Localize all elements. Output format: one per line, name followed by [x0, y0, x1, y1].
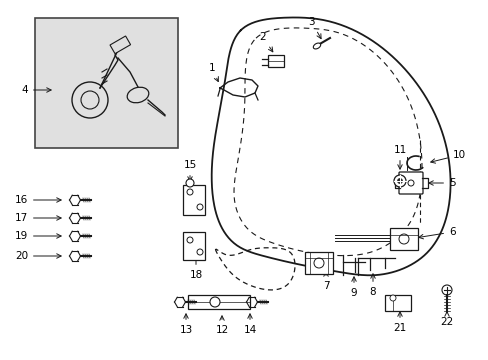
- Text: 18: 18: [189, 256, 202, 280]
- Circle shape: [186, 237, 193, 243]
- Bar: [389, 228, 417, 250]
- Text: 17: 17: [15, 213, 61, 223]
- Text: 14: 14: [243, 314, 256, 335]
- Text: 8: 8: [369, 274, 376, 297]
- Text: 6: 6: [418, 227, 455, 239]
- Text: 21: 21: [392, 312, 406, 333]
- Circle shape: [197, 204, 203, 210]
- Circle shape: [197, 249, 203, 255]
- Text: 13: 13: [179, 314, 192, 335]
- Text: 2: 2: [259, 32, 272, 52]
- Text: 1: 1: [208, 63, 218, 81]
- Text: 7: 7: [322, 272, 328, 291]
- Circle shape: [407, 180, 413, 186]
- Text: 12: 12: [215, 316, 228, 335]
- Bar: [187, 295, 249, 309]
- Circle shape: [398, 234, 408, 244]
- Text: 15: 15: [183, 160, 196, 181]
- Circle shape: [185, 179, 194, 187]
- Text: 20: 20: [15, 251, 61, 261]
- Text: 11: 11: [392, 145, 406, 169]
- Circle shape: [397, 179, 402, 184]
- Bar: [267, 55, 284, 67]
- Circle shape: [186, 189, 193, 195]
- Bar: [183, 185, 204, 215]
- Ellipse shape: [313, 43, 320, 49]
- Circle shape: [209, 297, 220, 307]
- Circle shape: [441, 285, 451, 295]
- Bar: [384, 295, 410, 311]
- Text: 5: 5: [428, 178, 455, 188]
- Bar: [110, 36, 130, 54]
- Circle shape: [389, 295, 395, 301]
- Text: 22: 22: [440, 311, 453, 327]
- Bar: [305, 252, 332, 274]
- Text: 3: 3: [308, 17, 321, 39]
- Bar: [183, 232, 204, 260]
- Text: 19: 19: [15, 231, 61, 241]
- Circle shape: [313, 258, 324, 268]
- Text: 10: 10: [430, 150, 465, 163]
- FancyBboxPatch shape: [398, 172, 422, 194]
- Bar: [35, 18, 178, 148]
- Text: 16: 16: [15, 195, 61, 205]
- Circle shape: [393, 175, 405, 187]
- Text: 4: 4: [21, 85, 51, 95]
- Ellipse shape: [127, 87, 148, 103]
- Circle shape: [81, 91, 99, 109]
- Text: 9: 9: [350, 277, 357, 298]
